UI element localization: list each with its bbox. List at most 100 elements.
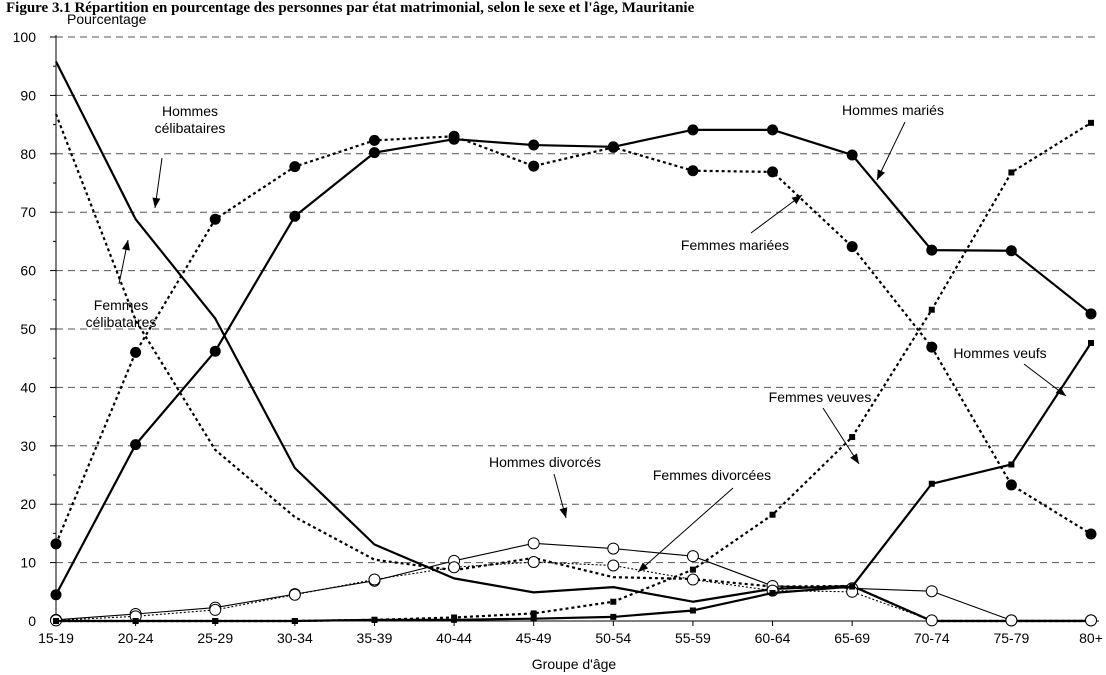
data-point [1085, 308, 1097, 320]
annotation: Hommes veufs [953, 345, 1067, 397]
annotation-label: célibataires [155, 120, 226, 136]
y-axis-title: Pourcentage [67, 11, 147, 27]
data-point [610, 598, 617, 605]
annotation-arrow [637, 487, 734, 573]
arrowhead [122, 240, 130, 251]
annotations: HommescélibatairesFemmescélibatairesHomm… [86, 102, 1067, 573]
annotation-label: Hommes veufs [953, 345, 1046, 361]
data-point [451, 614, 458, 621]
y-tick-label: 20 [20, 496, 36, 512]
arrowhead [638, 562, 649, 572]
y-tick-label: 0 [28, 613, 36, 629]
y-tick-label: 10 [20, 555, 36, 571]
annotation: Hommes divorcés [489, 454, 601, 519]
annotation: Femmes veuves [769, 389, 872, 465]
data-point [1008, 169, 1015, 176]
x-tick-label: 80+ [1079, 630, 1103, 646]
data-point [607, 559, 620, 572]
data-point [53, 618, 59, 624]
x-tick-label: 45-49 [516, 630, 552, 646]
arrowhead [152, 197, 161, 208]
x-tick-label: 35-39 [357, 630, 393, 646]
data-point [1085, 614, 1097, 627]
annotation-arrow [876, 121, 906, 181]
data-point [767, 124, 779, 136]
data-point [1088, 119, 1094, 126]
data-point [925, 614, 938, 627]
y-tick-label: 60 [20, 263, 36, 279]
arrowhead [1055, 386, 1066, 396]
y-tick-label: 40 [20, 379, 36, 395]
x-tick-label: 55-59 [675, 630, 711, 646]
x-tick-label: 60-64 [755, 630, 791, 646]
data-point [687, 165, 699, 177]
data-point [530, 610, 537, 617]
annotation-label: Femmes divorcées [653, 467, 771, 483]
series-line [54, 113, 1091, 623]
grid [56, 36, 1099, 564]
data-point [928, 306, 935, 313]
series [50, 124, 1097, 601]
annotation-label: Hommes divorcés [489, 454, 601, 470]
annotation-label: Femmes veuves [769, 389, 872, 405]
x-tick-label: 70-74 [914, 630, 950, 646]
y-tick-label: 30 [20, 438, 36, 454]
axes: 0 10 20 30 40 50 60 70 80 90 100 15-19 20-24 25-29 30-… [13, 29, 1103, 646]
data-point [448, 130, 460, 142]
data-point [368, 134, 380, 146]
series-line [54, 135, 1092, 545]
data-point [528, 160, 540, 172]
data-point [846, 149, 858, 161]
y-tick-label: 70 [20, 204, 36, 220]
x-tick-label: 40-44 [436, 630, 472, 646]
data-point [926, 244, 938, 256]
x-tick-label: 20-24 [118, 630, 154, 646]
data-point [291, 618, 298, 624]
annotation-label: Hommes [162, 103, 218, 119]
annotation-arrow [822, 407, 860, 465]
x-tick-label: 50-54 [595, 630, 631, 646]
y-tick-label: 90 [20, 87, 36, 103]
annotation: Hommes mariés [842, 102, 944, 181]
annotation-arrow [750, 194, 803, 234]
data-point [849, 583, 856, 590]
series [54, 113, 1091, 623]
series [50, 130, 1097, 550]
data-point [926, 341, 938, 353]
data-point [1005, 614, 1018, 627]
series-line [55, 561, 1091, 621]
y-tick-label: 100 [13, 29, 37, 45]
series-line [56, 121, 1092, 623]
data-point [209, 213, 221, 225]
data-point [209, 345, 221, 357]
arrowhead [850, 453, 859, 464]
series [53, 340, 1094, 624]
data-point [769, 511, 776, 518]
annotation-label: Femmes mariées [681, 237, 789, 253]
data-point [130, 346, 142, 358]
annotation: Femmes mariées [681, 194, 803, 253]
annotation-label: célibataires [86, 314, 157, 330]
x-tick-label: 15-19 [38, 630, 74, 646]
data-point [1088, 340, 1094, 347]
data-point [530, 615, 537, 622]
data-point [687, 124, 699, 136]
x-tick-label: 25-29 [197, 630, 233, 646]
data-point [849, 434, 856, 441]
x-tick-label: 75-79 [993, 630, 1029, 646]
data-point [1005, 245, 1017, 257]
data-point [607, 141, 619, 153]
series-line [55, 542, 1091, 621]
series [53, 119, 1094, 624]
x-axis-title: Groupe d'âge [532, 656, 617, 672]
data-point [50, 538, 62, 550]
data-point [448, 561, 461, 574]
y-tick-label: 50 [20, 321, 36, 337]
data-point [689, 607, 696, 614]
data-point [130, 439, 142, 451]
data-point [928, 480, 935, 487]
data-point [1008, 461, 1015, 468]
annotation-label: Hommes mariés [842, 102, 944, 118]
